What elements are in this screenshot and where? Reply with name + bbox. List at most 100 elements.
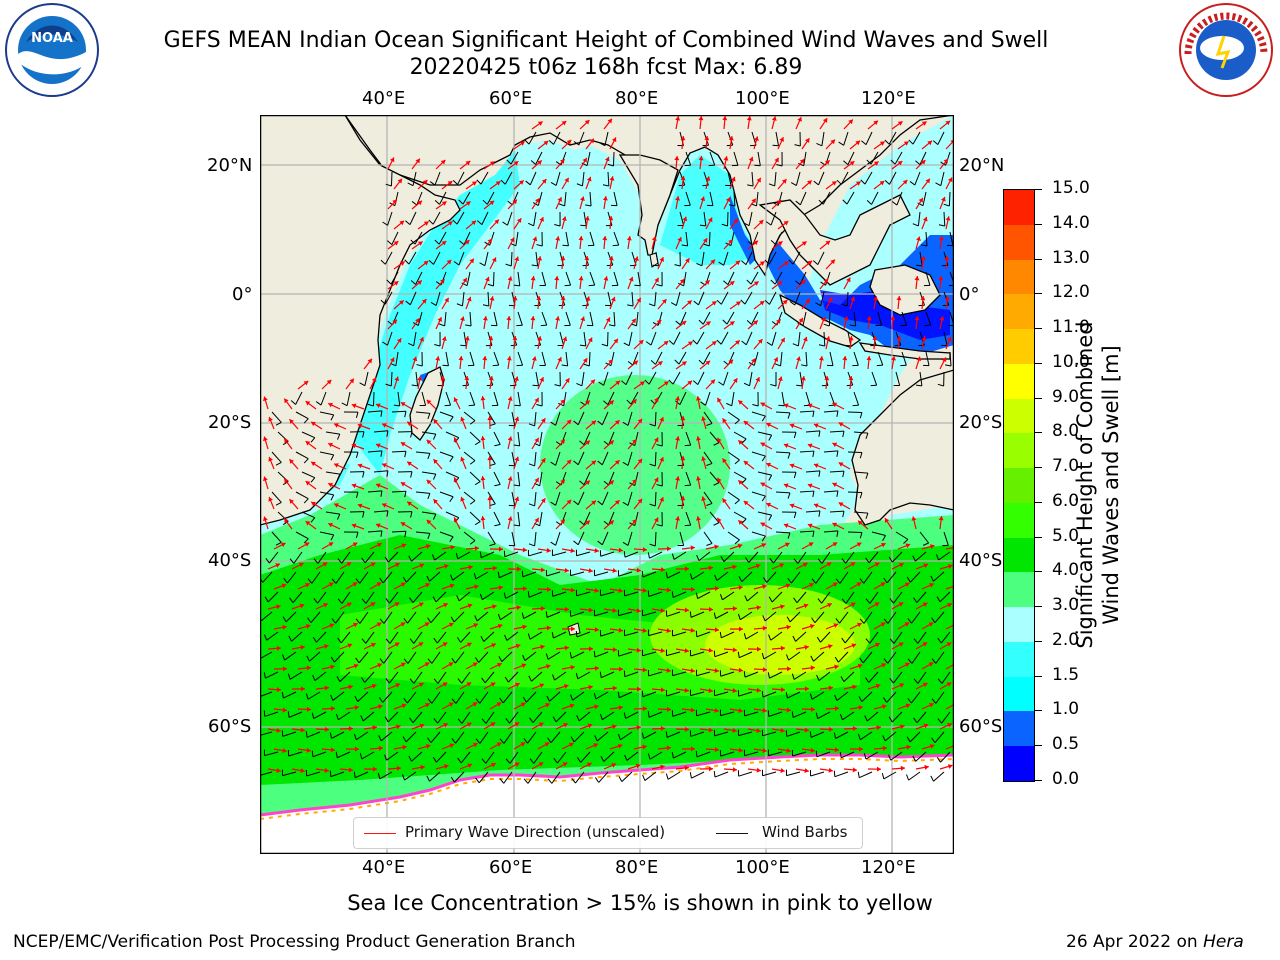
wave-direction-arrowhead (846, 277, 851, 283)
wind-barb-flag (741, 518, 747, 524)
wind-barb-flag (355, 578, 361, 584)
wind-barb-flag (570, 736, 575, 743)
wind-barb-flag (303, 538, 309, 544)
wave-direction-arrowhead (400, 582, 406, 587)
wave-direction-arrow (945, 624, 954, 630)
wave-direction-arrowhead (781, 179, 787, 184)
wave-direction-arrowhead (449, 583, 455, 589)
colorbar-tick-mark (1034, 780, 1042, 781)
wind-barb-staff (359, 611, 369, 624)
wind-barb-flag (282, 654, 286, 661)
wave-direction-arrowhead (393, 241, 399, 246)
wind-barb-flag (728, 204, 736, 207)
wind-barb-staff (697, 371, 705, 385)
wind-barb-staff (836, 691, 849, 701)
wind-barb-flag (721, 223, 728, 227)
wind-barb-flag (569, 652, 572, 659)
wave-direction-arrowhead (746, 116, 752, 121)
wave-direction-arrowhead (714, 586, 719, 592)
wind-barb-flag (330, 494, 335, 501)
wave-direction-arrowhead (276, 604, 281, 610)
wind-barb-flag (741, 340, 747, 346)
wind-barb-flag (865, 472, 869, 479)
wind-barb-staff (335, 571, 345, 584)
wind-barb-flag (558, 203, 565, 207)
wind-barb-flag (812, 410, 815, 418)
wave-direction-arrowhead (789, 463, 795, 469)
wave-direction-arrowhead (426, 479, 432, 485)
colorbar-tick-label: 3.0 (1052, 595, 1080, 616)
colorbar-swatch (1004, 641, 1034, 677)
wind-barb-staff (534, 451, 537, 466)
wind-barb-flag (289, 558, 295, 564)
wind-barb-flag (734, 459, 740, 465)
wave-direction-arrowhead (838, 462, 844, 467)
wave-direction-arrowhead (491, 762, 496, 768)
wind-barb-staff (546, 571, 561, 577)
wind-barb-flag (922, 542, 929, 546)
wind-barb-flag (931, 617, 936, 623)
wind-barb-flag (774, 363, 781, 367)
wind-barb-staff (933, 771, 945, 782)
wind-barb-flag (513, 524, 520, 527)
wave-direction-arrowhead (580, 316, 586, 322)
wave-direction-arrowhead (660, 726, 665, 732)
wind-barb-staff (794, 291, 801, 306)
wind-barb-flag (907, 697, 912, 704)
wind-barb-staff (414, 231, 423, 245)
wind-barb-staff (415, 491, 430, 494)
wave-direction-arrowhead (881, 542, 886, 548)
wind-barb-staff (437, 711, 447, 724)
wave-direction-arrowhead (896, 296, 902, 301)
wind-barb-flag (263, 672, 266, 679)
wind-barb-staff (417, 311, 423, 326)
wind-barb-staff (517, 351, 524, 366)
wind-barb-flag (456, 637, 462, 643)
colorbar-swatch (1004, 711, 1034, 747)
wind-barb-flag (762, 577, 768, 583)
wind-barb-staff (553, 631, 567, 639)
wind-barb-flag (912, 555, 916, 562)
wave-direction-arrowhead (566, 419, 572, 425)
wave-direction-arrowhead (666, 745, 671, 751)
colorbar-tick-label: 2.0 (1052, 629, 1080, 650)
wind-barb-staff (594, 571, 609, 577)
wind-barb-flag (647, 711, 650, 718)
wind-barb-staff (341, 591, 351, 604)
wave-direction-arrowhead (774, 157, 779, 163)
wind-barb-flag (573, 141, 580, 146)
wind-barb-flag (703, 243, 710, 247)
wind-barb-flag (573, 540, 579, 546)
wind-barb-staff (406, 691, 417, 704)
wind-barb-flag (743, 671, 746, 678)
wind-barb-staff (792, 751, 807, 757)
wind-barb-flag (840, 676, 845, 682)
wave-direction-arrowhead (417, 200, 423, 206)
wave-direction-arrowhead (874, 562, 880, 567)
wave-direction-arrowhead (458, 356, 464, 361)
wind-barb-staff (820, 291, 825, 306)
wave-direction-arrowhead (828, 726, 833, 732)
wind-barb-staff (493, 311, 498, 326)
wind-barb-staff (733, 511, 747, 520)
wind-barb-staff (457, 551, 471, 560)
wind-barb-staff (539, 471, 543, 486)
wind-barb-staff (485, 711, 495, 724)
wave-direction-arrowhead (813, 503, 819, 509)
wind-barb-staff (387, 331, 393, 346)
colorbar-tick-mark (1034, 745, 1042, 747)
wave-direction-arrowhead (311, 501, 316, 507)
wave-direction-arrowhead (580, 196, 585, 201)
wind-barb-staff (306, 731, 321, 738)
wave-direction-arrowhead (714, 747, 719, 753)
colorbar-tick-label: 6.0 (1052, 490, 1080, 511)
wave-direction-arrowhead (896, 336, 902, 341)
wind-barb-staff (583, 211, 587, 226)
wind-barb-staff (893, 591, 903, 604)
wave-direction-arrowhead (419, 563, 425, 568)
wave-direction-arrowhead (722, 458, 727, 464)
wave-direction-arrowhead (637, 458, 643, 464)
wind-barb-staff (463, 451, 476, 462)
wind-barb-flag (809, 693, 813, 700)
wind-barb-staff (648, 631, 663, 637)
